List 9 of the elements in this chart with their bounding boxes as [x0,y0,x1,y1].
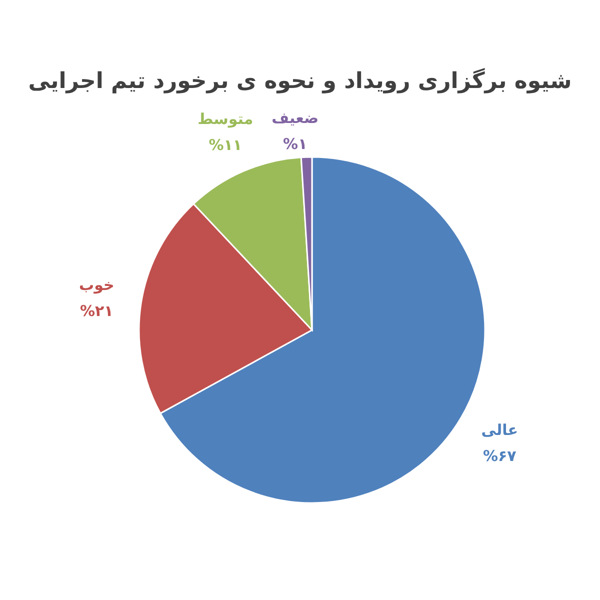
data-label: %۱۱ [208,136,242,154]
slice-label: ضعیف [272,109,319,127]
slice-label: متوسط [198,110,254,128]
data-label: %۲۱ [80,302,114,320]
data-label: %۶۷ [482,446,516,465]
chart-title: شیوه برگزاری رویداد و نحوه ی برخورد تیم اجرایی [28,67,572,94]
slice-label: خوب [79,276,114,294]
data-label: %۱ [283,135,308,153]
slice-label: عالی [481,420,518,439]
